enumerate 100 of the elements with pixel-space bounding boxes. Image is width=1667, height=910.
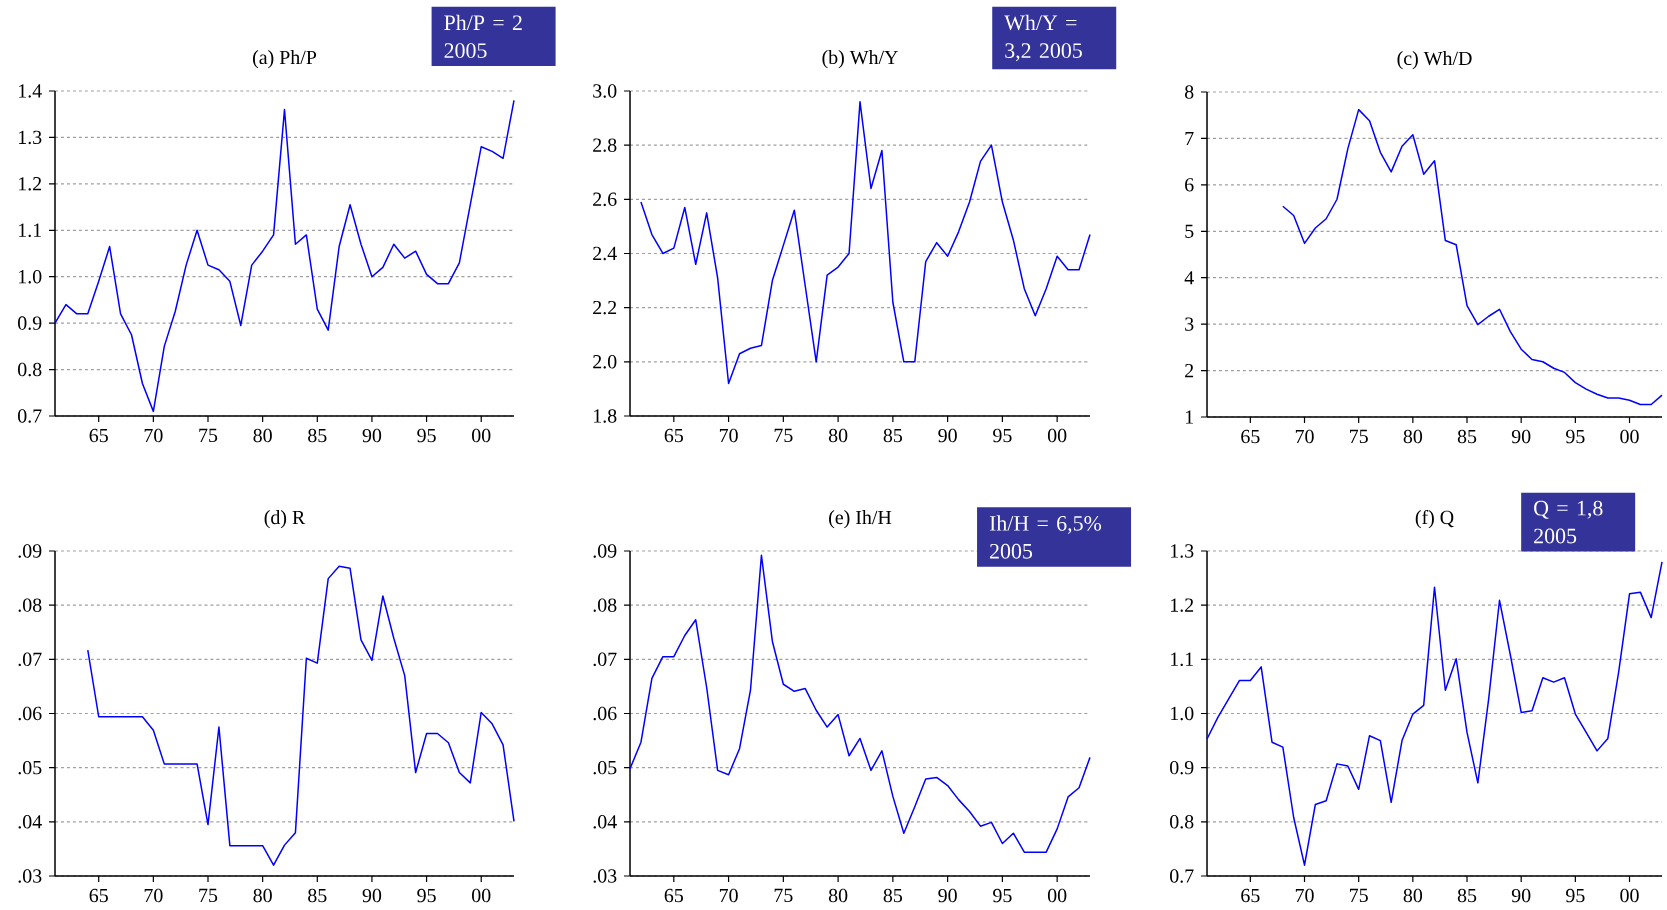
x-tick-label: 95 — [1566, 429, 1585, 444]
y-tick-label: 1.3 — [1171, 544, 1194, 558]
y-tick-label: 1.3 — [19, 130, 42, 145]
x-tick-label: 85 — [308, 888, 327, 903]
x-tick-label: 70 — [144, 888, 163, 903]
x-tick-label: 00 — [472, 888, 491, 903]
y-tick-label: .08 — [593, 598, 617, 612]
y-tick-label: .08 — [18, 598, 42, 612]
x-tick-label: 80 — [253, 428, 272, 443]
y-tick-label: 0.7 — [18, 409, 42, 423]
chart-title: (a) Ph/P — [253, 50, 317, 69]
x-tick-label: 70 — [144, 428, 163, 443]
y-tick-label: 1.2 — [19, 177, 42, 191]
y-tick-label: .03 — [18, 869, 42, 883]
chart-title: (b) Wh/Y — [822, 50, 898, 69]
line-series — [1206, 561, 1663, 866]
x-tick-label: 80 — [828, 888, 848, 903]
x-tick-label: 70 — [719, 888, 738, 903]
x-tick-label: 85 — [308, 428, 327, 443]
y-tick-label: 3 — [1185, 317, 1194, 331]
y-tick-label: 1.4 — [19, 84, 42, 98]
x-tick-label: 70 — [1295, 429, 1314, 444]
y-tick-label: 2.6 — [593, 192, 617, 207]
x-tick-label: 00 — [472, 428, 491, 443]
y-tick-label: 0.8 — [18, 362, 42, 377]
y-tick-label: 2.2 — [593, 300, 617, 315]
x-tick-label: 00 — [1047, 428, 1067, 443]
chart-title: (d) R — [264, 510, 306, 529]
x-tick-label: 95 — [417, 428, 436, 443]
x-tick-label: 85 — [883, 428, 903, 443]
x-tick-label: 90 — [938, 428, 957, 443]
x-tick-label: 90 — [1511, 429, 1531, 444]
y-tick-label: 2 — [1185, 363, 1194, 378]
x-tick-label: 95 — [993, 888, 1012, 903]
y-tick-label: 3.0 — [593, 84, 617, 98]
x-tick-label: 90 — [362, 428, 382, 443]
x-tick-label: 00 — [1047, 888, 1067, 903]
y-tick-label: 1.1 — [1171, 652, 1193, 667]
x-tick-label: 95 — [417, 888, 436, 903]
y-tick-label: .09 — [18, 544, 42, 558]
chart-title: (e) Ih/H — [829, 510, 892, 529]
y-tick-label: .05 — [593, 760, 617, 775]
x-tick-label: 85 — [1457, 429, 1477, 444]
text: Wh/Y = 3,2 2005 — [1004, 14, 1082, 62]
y-tick-label: 2.4 — [593, 246, 617, 261]
x-tick-label: 65 — [664, 888, 683, 903]
x-tick-label: 80 — [1403, 888, 1423, 903]
line-series — [640, 101, 1091, 385]
y-tick-label: 1.8 — [594, 409, 617, 423]
line-series — [1282, 108, 1663, 406]
y-tick-label: .03 — [593, 869, 617, 883]
y-tick-label: 0.8 — [1170, 815, 1194, 829]
y-tick-label: 6 — [1185, 178, 1194, 192]
y-tick-label: 1.1 — [19, 223, 41, 237]
text: Q = 1,8 2005 — [1534, 500, 1603, 544]
x-tick-label: 80 — [1403, 429, 1423, 444]
y-tick-label: 1 — [1185, 410, 1193, 424]
x-tick-label: 65 — [89, 888, 108, 903]
y-tick-label: 5 — [1185, 224, 1194, 238]
x-tick-label: 90 — [362, 888, 382, 903]
y-tick-label: 2.0 — [593, 355, 617, 369]
x-tick-label: 65 — [664, 428, 683, 443]
y-tick-label: 0.7 — [1170, 869, 1194, 883]
y-tick-label: 1.0 — [19, 269, 42, 284]
x-tick-label: 75 — [199, 888, 218, 903]
x-tick-label: 65 — [1241, 429, 1260, 444]
x-tick-label: 65 — [89, 428, 108, 443]
annotation: Ih/H = 6,5% 2005 — [989, 515, 1102, 559]
y-tick-label: 4 — [1184, 271, 1194, 285]
x-tick-label: 90 — [1511, 888, 1531, 903]
y-tick-label: 2.8 — [593, 138, 617, 152]
x-tick-label: 90 — [938, 888, 957, 903]
x-tick-label: 70 — [719, 428, 738, 443]
x-tick-label: 80 — [253, 888, 272, 903]
x-tick-label: 95 — [1566, 888, 1585, 903]
x-tick-label: 85 — [1457, 888, 1477, 903]
y-tick-label: .04 — [593, 815, 617, 829]
text: Ph/P = 2 2005 — [444, 14, 522, 59]
y-tick-label: 1.0 — [1171, 706, 1194, 721]
y-tick-label: .04 — [18, 815, 42, 829]
y-tick-label: .07 — [18, 652, 42, 667]
y-tick-label: .07 — [593, 652, 617, 667]
y-tick-label: 7 — [1185, 131, 1194, 145]
x-tick-label: 70 — [1295, 888, 1314, 903]
x-tick-label: 75 — [774, 428, 793, 443]
y-tick-label: 0.9 — [18, 316, 42, 330]
x-tick-label: 75 — [1350, 429, 1368, 444]
chart-title: (f) Q — [1415, 509, 1454, 529]
x-tick-label: 75 — [774, 888, 793, 903]
x-tick-label: 00 — [1620, 888, 1639, 903]
x-tick-label: 95 — [993, 428, 1012, 443]
y-tick-label: .06 — [593, 706, 617, 721]
chart-title: (c) Wh/D — [1397, 51, 1472, 70]
x-tick-label: 75 — [1350, 888, 1368, 903]
x-tick-label: 75 — [199, 428, 218, 443]
y-tick-label: 8 — [1184, 85, 1194, 99]
y-tick-label: 1.2 — [1171, 598, 1194, 612]
y-tick-label: 0.9 — [1170, 760, 1194, 775]
x-tick-label: 65 — [1241, 888, 1260, 903]
x-tick-label: 00 — [1620, 429, 1639, 444]
